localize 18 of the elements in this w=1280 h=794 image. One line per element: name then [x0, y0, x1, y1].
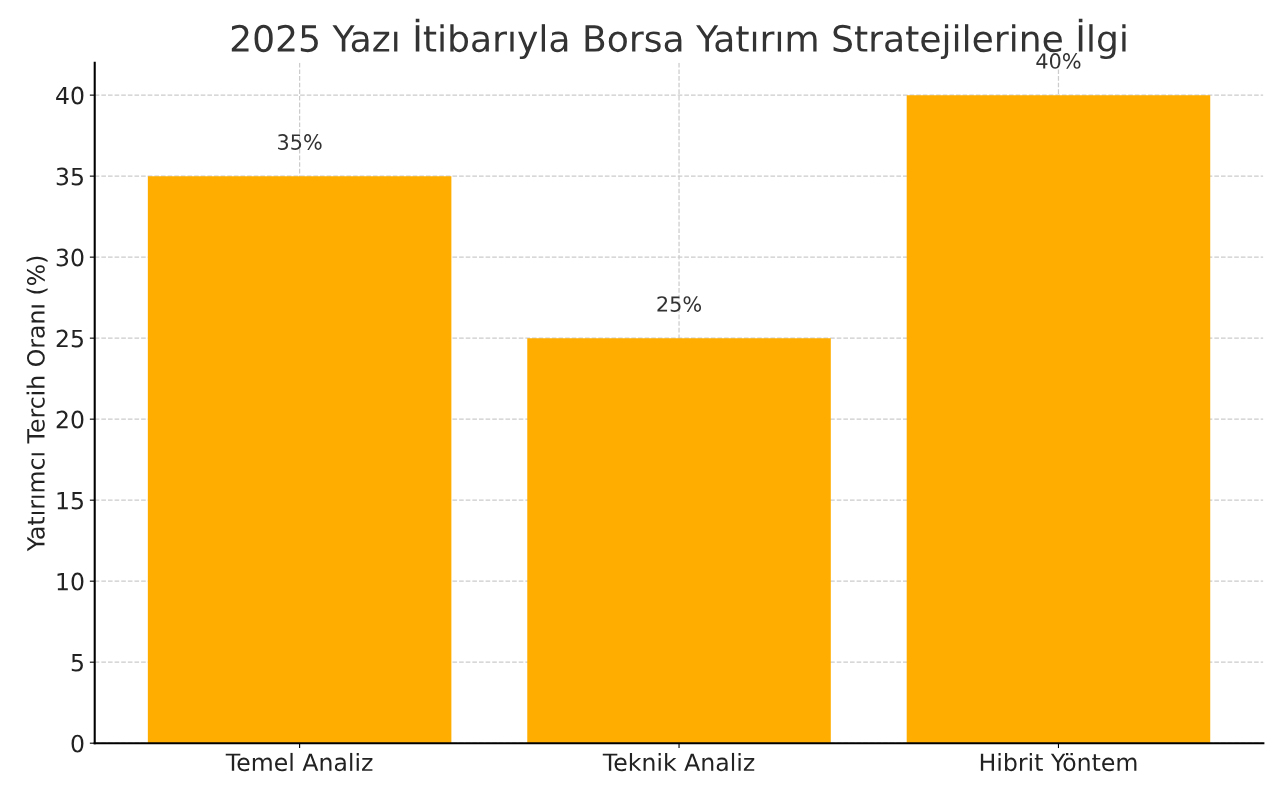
bar — [147, 176, 452, 744]
data-label: 25% — [657, 296, 702, 312]
x-tick-label: Temel Analiz — [225, 752, 373, 772]
bar — [527, 338, 831, 744]
y-axis-title: Yatırımcı Tercih Oranı (%) — [26, 256, 48, 552]
y-tick-label: 35 — [56, 167, 83, 186]
y-tick-label: 15 — [57, 491, 83, 510]
y-tick-label: 10 — [57, 572, 84, 591]
data-label: 35% — [278, 134, 322, 150]
y-tick-label: 20 — [56, 410, 84, 429]
x-tick-label: Hibrit Yöntem — [980, 752, 1137, 772]
y-tick-label: 5 — [71, 653, 83, 672]
y-tick-label: 25 — [56, 329, 83, 348]
bar — [906, 95, 1211, 744]
y-tick-label: 30 — [56, 248, 84, 267]
x-tick-label: Teknik Analiz — [602, 752, 755, 772]
y-tick-label: 40 — [56, 86, 84, 105]
y-tick-label: 0 — [71, 734, 84, 753]
